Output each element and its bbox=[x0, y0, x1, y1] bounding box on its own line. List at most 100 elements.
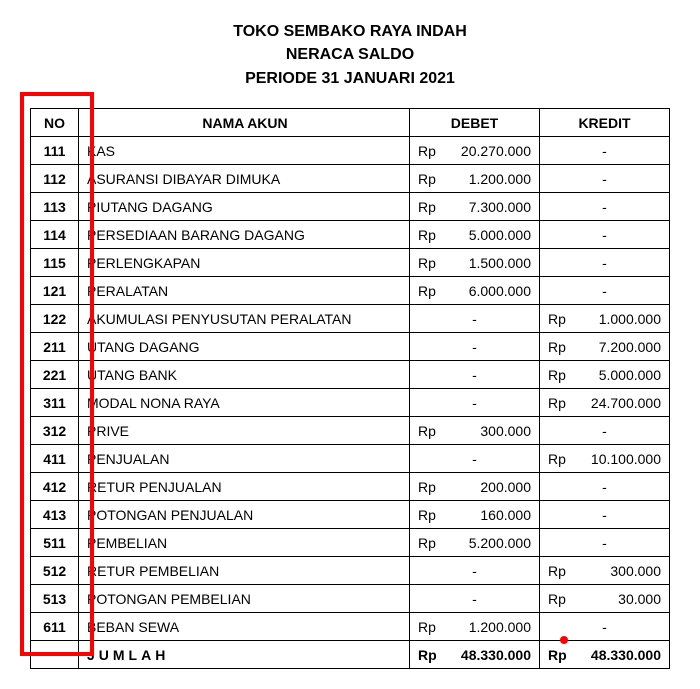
amount-cell: - bbox=[410, 445, 540, 473]
amount-cell: - bbox=[540, 501, 670, 529]
cell-account-name: PEMBELIAN bbox=[79, 529, 410, 557]
cell-account-name: ASURANSI DIBAYAR DIMUKA bbox=[79, 165, 410, 193]
cell-no: 115 bbox=[31, 249, 79, 277]
amount-cell: Rp1.200.000 bbox=[410, 165, 540, 193]
cell-account-name: PENJUALAN bbox=[79, 445, 410, 473]
table-row: 411PENJUALAN-Rp10.100.000 bbox=[31, 445, 670, 473]
amount-cell: Rp20.270.000 bbox=[410, 137, 540, 165]
amount-cell: Rp48.330.000 bbox=[410, 641, 540, 669]
table-row: 311MODAL NONA RAYA-Rp24.700.000 bbox=[31, 389, 670, 417]
table-row: 114PERSEDIAAN BARANG DAGANGRp5.000.000- bbox=[31, 221, 670, 249]
amount-cell: - bbox=[540, 613, 670, 641]
table-row: 512RETUR PEMBELIAN-Rp300.000 bbox=[31, 557, 670, 585]
amount-cell: Rp30.000 bbox=[540, 585, 670, 613]
cell-account-name: UTANG DAGANG bbox=[79, 333, 410, 361]
cell-account-name: PERALATAN bbox=[79, 277, 410, 305]
table-row: 115PERLENGKAPANRp1.500.000- bbox=[31, 249, 670, 277]
table-row: 511PEMBELIANRp5.200.000- bbox=[31, 529, 670, 557]
cell-account-name: AKUMULASI PENYUSUTAN PERALATAN bbox=[79, 305, 410, 333]
cell-account-name: PERLENGKAPAN bbox=[79, 249, 410, 277]
table-row: 312PRIVERp300.000- bbox=[31, 417, 670, 445]
table-row: 513POTONGAN PEMBELIAN-Rp30.000 bbox=[31, 585, 670, 613]
col-header-kredit: KREDIT bbox=[540, 109, 670, 137]
cell-no bbox=[31, 641, 79, 669]
amount-cell: - bbox=[410, 585, 540, 613]
report-header: TOKO SEMBAKO RAYA INDAH NERACA SALDO PER… bbox=[30, 21, 670, 90]
cell-account-name: UTANG BANK bbox=[79, 361, 410, 389]
cell-account-name: PERSEDIAAN BARANG DAGANG bbox=[79, 221, 410, 249]
table-row: 413POTONGAN PENJUALANRp160.000- bbox=[31, 501, 670, 529]
cell-account-name: KAS bbox=[79, 137, 410, 165]
amount-cell: Rp1.000.000 bbox=[540, 305, 670, 333]
header-line-3: PERIODE 31 JANUARI 2021 bbox=[30, 68, 670, 90]
cell-account-name: RETUR PENJUALAN bbox=[79, 473, 410, 501]
cell-no: 113 bbox=[31, 193, 79, 221]
amount-cell: Rp1.500.000 bbox=[410, 249, 540, 277]
header-line-1: TOKO SEMBAKO RAYA INDAH bbox=[30, 21, 670, 43]
table-total-row: JUMLAHRp48.330.000Rp48.330.000 bbox=[31, 641, 670, 669]
cell-no: 311 bbox=[31, 389, 79, 417]
cell-no: 513 bbox=[31, 585, 79, 613]
cell-account-name: BEBAN SEWA bbox=[79, 613, 410, 641]
amount-cell: - bbox=[540, 277, 670, 305]
amount-cell: Rp200.000 bbox=[410, 473, 540, 501]
amount-cell: Rp10.100.000 bbox=[540, 445, 670, 473]
amount-cell: Rp24.700.000 bbox=[540, 389, 670, 417]
cell-no: 211 bbox=[31, 333, 79, 361]
cell-no: 221 bbox=[31, 361, 79, 389]
cell-no: 611 bbox=[31, 613, 79, 641]
amount-cell: Rp6.000.000 bbox=[410, 277, 540, 305]
amount-cell: - bbox=[540, 193, 670, 221]
table-row: 412RETUR PENJUALANRp200.000- bbox=[31, 473, 670, 501]
amount-cell: Rp7.200.000 bbox=[540, 333, 670, 361]
amount-cell: Rp300.000 bbox=[410, 417, 540, 445]
cell-no: 413 bbox=[31, 501, 79, 529]
amount-cell: - bbox=[540, 249, 670, 277]
table-row: 221UTANG BANK-Rp5.000.000 bbox=[31, 361, 670, 389]
cell-no: 121 bbox=[31, 277, 79, 305]
amount-cell: Rp5.000.000 bbox=[410, 221, 540, 249]
cell-no: 112 bbox=[31, 165, 79, 193]
cell-account-name: POTONGAN PEMBELIAN bbox=[79, 585, 410, 613]
amount-cell: - bbox=[540, 165, 670, 193]
amount-cell: - bbox=[540, 417, 670, 445]
amount-cell: - bbox=[540, 137, 670, 165]
amount-cell: - bbox=[410, 361, 540, 389]
cell-no: 512 bbox=[31, 557, 79, 585]
cell-no: 511 bbox=[31, 529, 79, 557]
amount-cell: Rp1.200.000 bbox=[410, 613, 540, 641]
amount-cell: - bbox=[540, 529, 670, 557]
amount-cell: Rp160.000 bbox=[410, 501, 540, 529]
cell-no: 122 bbox=[31, 305, 79, 333]
amount-cell: Rp7.300.000 bbox=[410, 193, 540, 221]
cell-no: 412 bbox=[31, 473, 79, 501]
amount-cell: - bbox=[410, 557, 540, 585]
table-row: 121PERALATANRp6.000.000- bbox=[31, 277, 670, 305]
cell-no: 111 bbox=[31, 137, 79, 165]
table-header-row: NO NAMA AKUN DEBET KREDIT bbox=[31, 109, 670, 137]
table-row: 611BEBAN SEWARp1.200.000- bbox=[31, 613, 670, 641]
cell-no: 312 bbox=[31, 417, 79, 445]
cell-total-label: JUMLAH bbox=[79, 641, 410, 669]
amount-cell: Rp48.330.000 bbox=[540, 641, 670, 669]
amount-cell: - bbox=[540, 221, 670, 249]
cell-account-name: POTONGAN PENJUALAN bbox=[79, 501, 410, 529]
amount-cell: - bbox=[540, 473, 670, 501]
table-row: 122AKUMULASI PENYUSUTAN PERALATAN-Rp1.00… bbox=[31, 305, 670, 333]
table-row: 211UTANG DAGANG-Rp7.200.000 bbox=[31, 333, 670, 361]
cell-account-name: PRIVE bbox=[79, 417, 410, 445]
table-row: 113PIUTANG DAGANGRp7.300.000- bbox=[31, 193, 670, 221]
table-row: 111KASRp20.270.000- bbox=[31, 137, 670, 165]
col-header-debet: DEBET bbox=[410, 109, 540, 137]
amount-cell: Rp5.000.000 bbox=[540, 361, 670, 389]
col-header-name: NAMA AKUN bbox=[79, 109, 410, 137]
col-header-no: NO bbox=[31, 109, 79, 137]
amount-cell: Rp300.000 bbox=[540, 557, 670, 585]
amount-cell: - bbox=[410, 333, 540, 361]
cell-account-name: PIUTANG DAGANG bbox=[79, 193, 410, 221]
cell-account-name: RETUR PEMBELIAN bbox=[79, 557, 410, 585]
cell-no: 411 bbox=[31, 445, 79, 473]
amount-cell: Rp5.200.000 bbox=[410, 529, 540, 557]
trial-balance-table: NO NAMA AKUN DEBET KREDIT 111KASRp20.270… bbox=[30, 108, 670, 669]
amount-cell: - bbox=[410, 389, 540, 417]
